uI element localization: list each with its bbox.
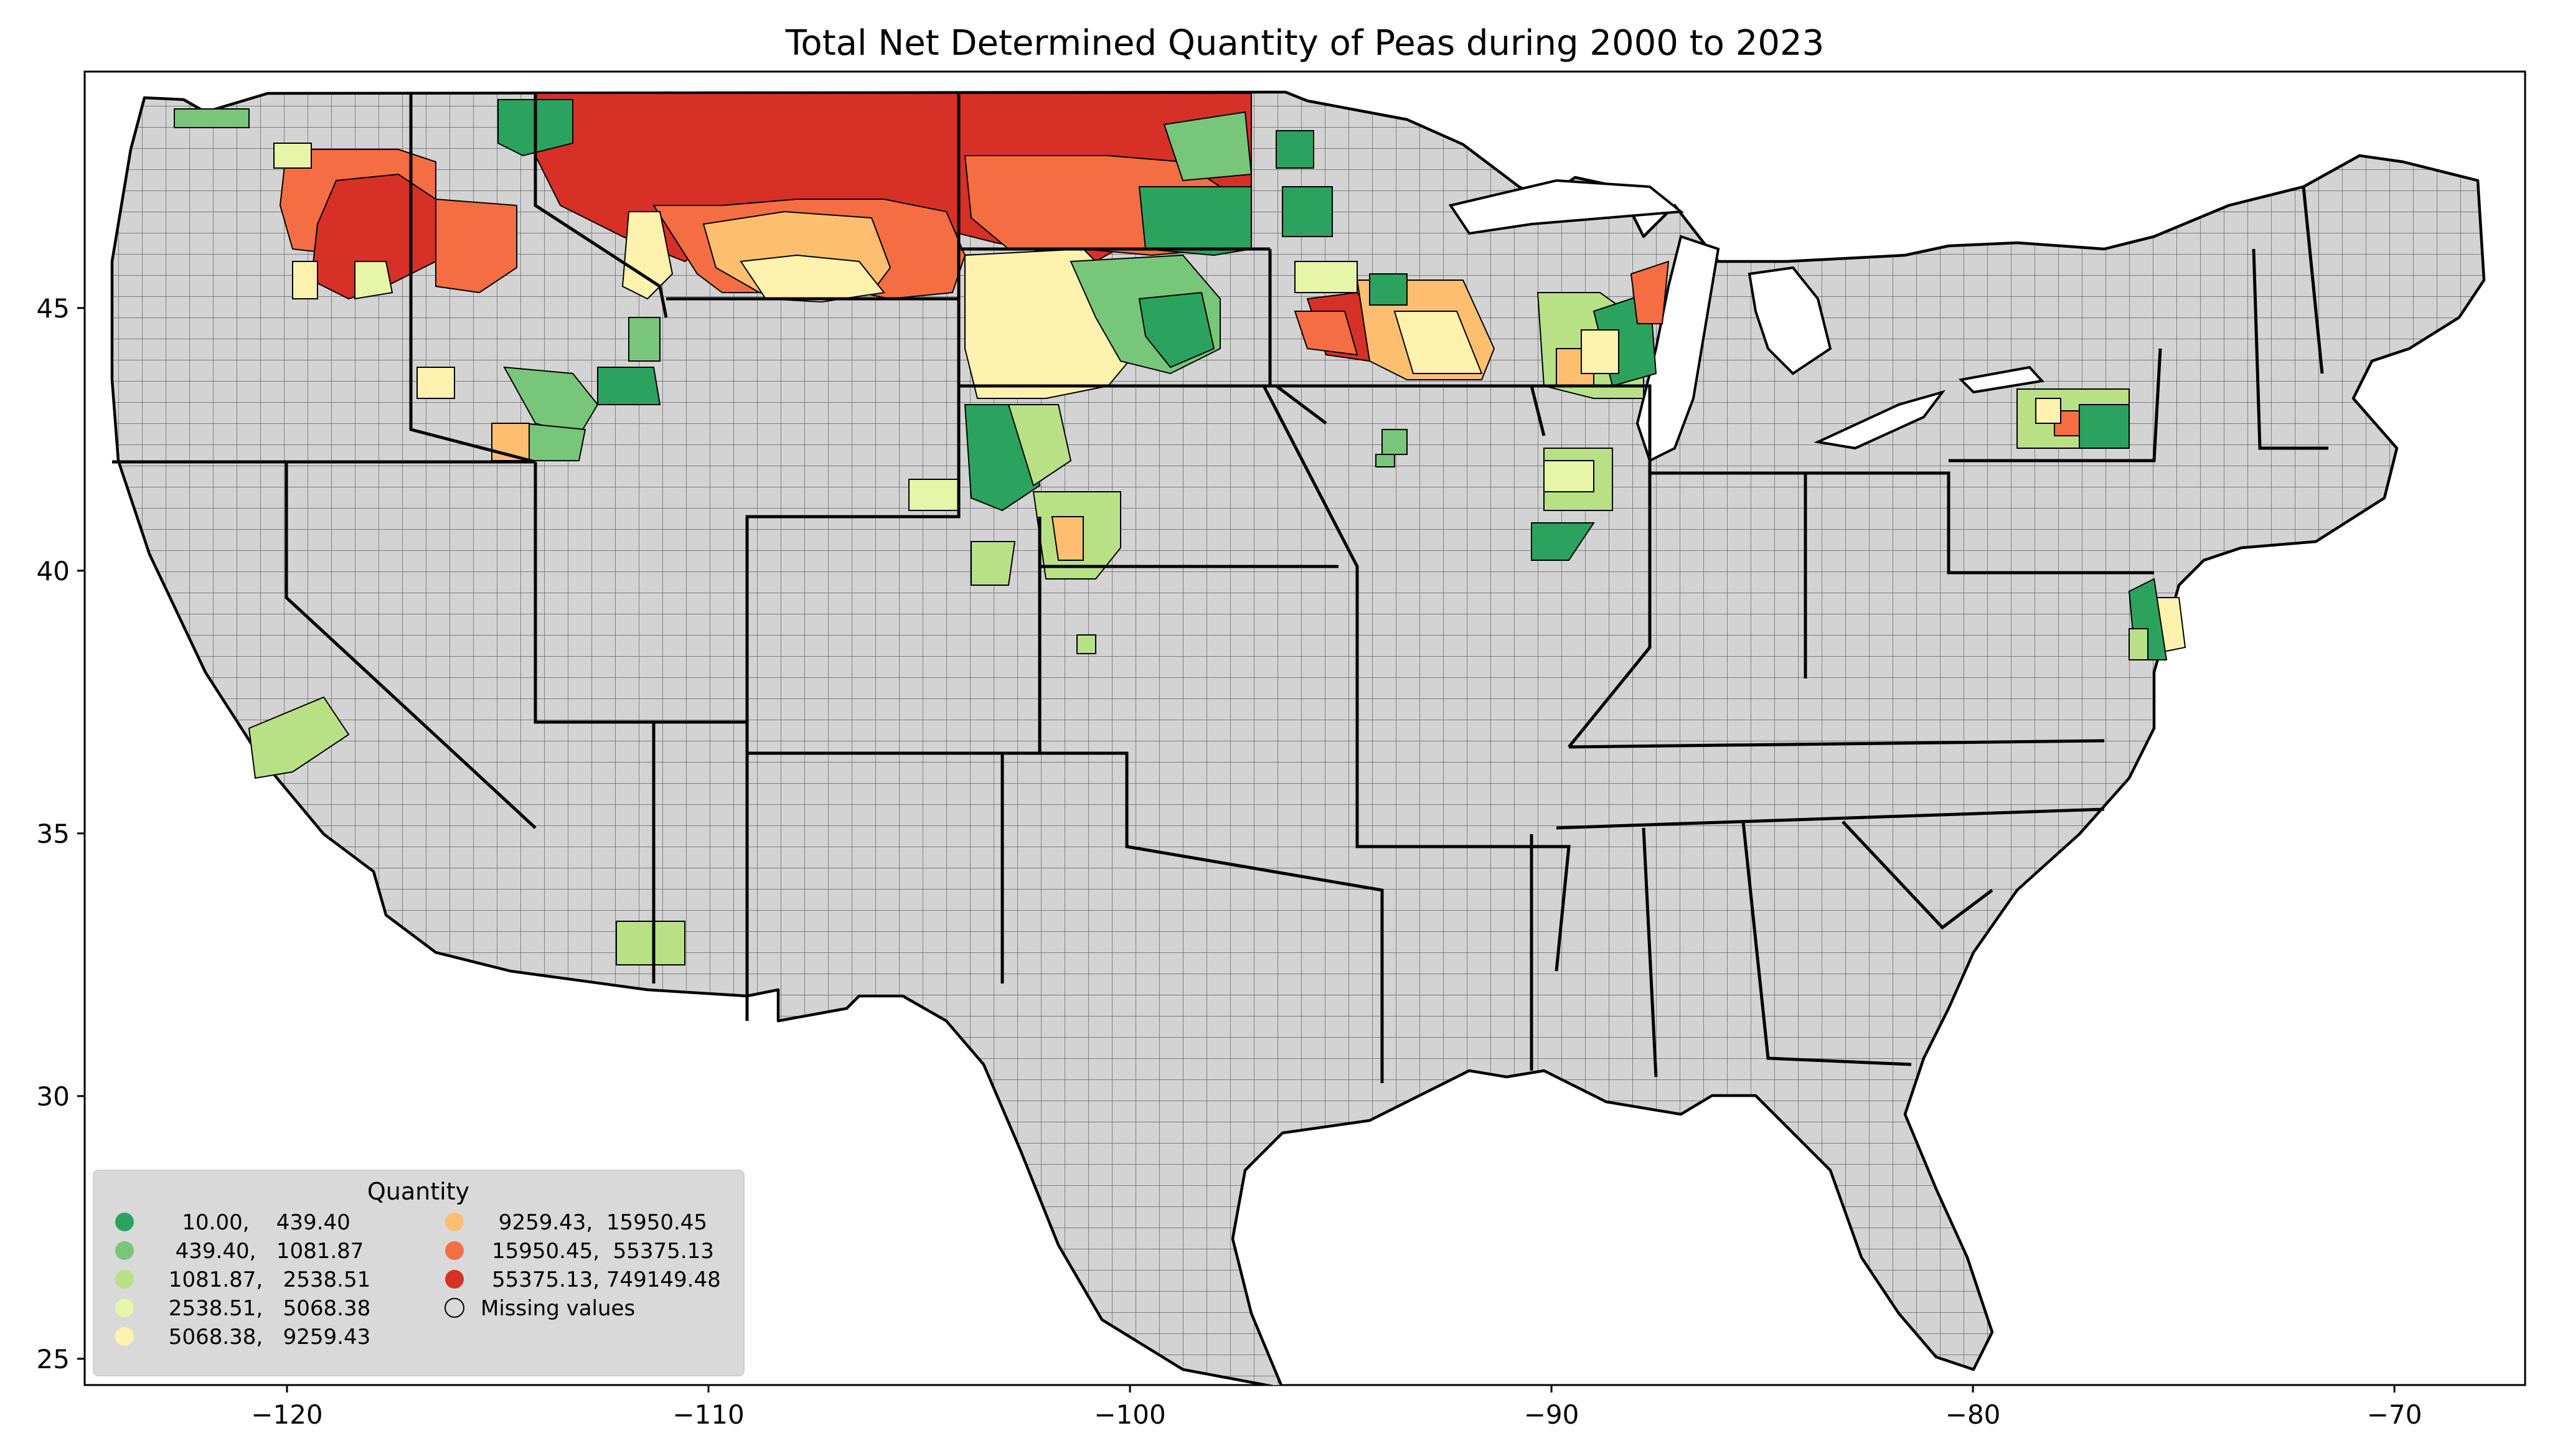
region-ne-pale [908,479,959,511]
lake-huron [1748,266,1832,375]
legend-swatch [445,1298,464,1318]
region-wi-orange2 [1630,260,1670,324]
x-tick-label: −70 [2367,1399,2422,1430]
x-axis-ticks: −120 −110 −100 −90 −80 −70 [251,1385,2422,1430]
y-tick-label: 35 [37,819,70,849]
region-ny-green [2079,404,2130,449]
region-ca-light [248,696,350,779]
choropleth-regions [174,93,2186,965]
region-ks-small [1076,634,1096,654]
legend-label: 439.40, 1081.87 [162,1239,364,1264]
legend-label: 15950.45, 55375.13 [492,1239,714,1264]
y-tick-label: 30 [37,1081,70,1112]
region-mn-pale [1393,311,1483,374]
legend-swatch [115,1299,134,1317]
legend-swatch [115,1327,134,1346]
region-id-orange [435,198,517,294]
legend-label: 1081.87, 2538.51 [162,1267,370,1292]
region-ia-green [1381,429,1408,455]
lake-superior [1448,179,1685,235]
legend-swatch [115,1270,134,1289]
region-or-pale [354,261,393,300]
legend-swatch [445,1213,464,1231]
chart-title: Total Net Determined Quantity of Peas du… [785,23,1825,63]
region-il-green [1531,522,1595,561]
region-md-light [2129,628,2148,660]
region-mn-green [1369,273,1408,306]
lake-ontario [1958,365,2044,394]
legend-label: 5068.38, 9259.43 [162,1325,370,1350]
x-tick-label: −120 [251,1399,322,1430]
region-ia-green2 [1375,454,1395,467]
y-tick-label: 40 [37,556,70,586]
region-nd-green [1138,186,1252,256]
legend-title: Quantity [367,1178,469,1205]
region-wa-pale [273,143,312,169]
region-az-light [616,921,685,965]
region-nd-lightgreen [1163,111,1253,182]
x-tick-label: −100 [1094,1399,1165,1430]
region-il-pale [1543,460,1594,492]
region-ne-light [1007,404,1072,487]
region-wi-pale [1581,329,1619,374]
lake-erie [1814,390,1946,450]
legend: Quantity 10.00, 439.40 439.40, 1081.87 1… [93,1170,745,1376]
region-ks-light [971,541,1016,586]
y-axis-ticks: 45 40 35 30 25 [37,293,85,1374]
x-tick-label: −80 [1945,1399,2001,1430]
legend-label: 55375.13, 749149.48 [492,1267,721,1292]
legend-label: Missing values [481,1296,635,1321]
legend-label: 9259.43, 15950.45 [492,1210,707,1235]
region-wa-green [174,108,250,128]
x-tick-label: −90 [1524,1399,1579,1430]
region-sd-darkgreen [1138,291,1215,369]
region-ne-orange [1051,516,1084,561]
region-mn-topgreen2 [1282,186,1333,237]
region-wa-pale2 [292,261,318,299]
region-wy-green [597,367,661,405]
region-id-pale [416,367,455,399]
legend-label: 10.00, 439.40 [162,1210,351,1235]
region-id-green2 [522,422,586,461]
legend-swatch [445,1270,464,1289]
legend-swatch [115,1213,134,1231]
region-mn-topgreen [1276,130,1314,169]
x-tick-label: −110 [672,1399,744,1430]
legend-items: 10.00, 439.40 439.40, 1081.87 1081.87, 2… [115,1210,721,1350]
y-tick-label: 45 [37,293,70,324]
region-id-green [503,366,599,437]
region-wy-green2 [628,317,661,362]
region-mn-lightgreen [1294,261,1358,293]
legend-label: 2538.51, 5068.38 [162,1296,370,1321]
legend-swatch [115,1241,134,1260]
state-boundaries [112,93,2328,1083]
y-tick-label: 25 [37,1344,70,1374]
legend-swatch [445,1241,464,1260]
region-ny-pale [2035,398,2061,424]
legend-box [93,1170,745,1376]
region-mn-orange [1294,311,1358,356]
